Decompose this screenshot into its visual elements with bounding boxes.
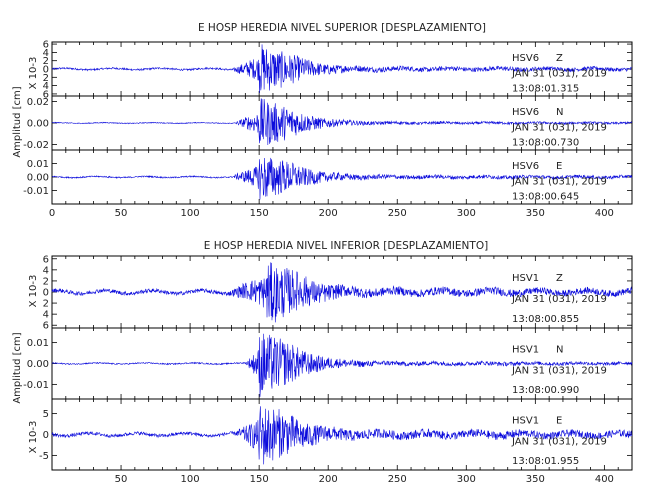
x-tick-label: 200 xyxy=(319,474,338,485)
y-tick-label: 4 xyxy=(43,48,49,59)
panel-hsv1-e: 5 0 -5 HSV1 E JAN 31 (031), 2019 13:08:01.955 xyxy=(39,398,633,471)
date-label: JAN 31 (031), 2019 xyxy=(511,177,607,188)
scale-label-hsv6-z: X 10-3 xyxy=(28,57,39,90)
time-label: 13:08:01.315 xyxy=(512,84,579,95)
station-label: HSV1 xyxy=(512,416,539,427)
trace-hsv6-n xyxy=(51,98,633,146)
y-tick-label: 2 xyxy=(43,276,49,287)
y-tick-label: 4 xyxy=(43,81,49,92)
y-tick-label: 0 xyxy=(43,430,49,441)
x-tick-label: 150 xyxy=(250,474,269,485)
y-tick-label: 0.00 xyxy=(27,359,49,370)
y-tick-label: 4 xyxy=(43,265,49,276)
y-tick-label: 0.00 xyxy=(27,119,49,130)
station-label: HSV1 xyxy=(512,273,539,284)
time-label: 13:08:00.645 xyxy=(512,192,579,203)
y-tick-label: 5 xyxy=(43,409,49,420)
x-tick-label: 100 xyxy=(181,208,200,219)
x-tick-label: 300 xyxy=(457,208,476,219)
x-tick-label: 0 xyxy=(49,208,55,219)
y-tick-label: 4 xyxy=(43,310,49,321)
time-label: 13:08:01.955 xyxy=(512,456,579,467)
y-tick-label: 6 xyxy=(43,254,49,265)
x-tick-label: 200 xyxy=(319,208,338,219)
ylabel-inferior: Amplitud [cm] xyxy=(12,332,23,403)
x-tick-label: 350 xyxy=(526,474,545,485)
time-label: 13:08:00.990 xyxy=(512,385,579,396)
group-title-inferior: E HOSP HEREDIA NIVEL INFERIOR [DESPLAZAM… xyxy=(204,240,488,252)
panel-hsv6-n: 0.02 0.00 -0.02 HSV6 N JAN 31 (031), 2019 13:0… xyxy=(23,95,633,151)
trace-hsv6-z xyxy=(51,44,633,94)
trace-hsv6-e xyxy=(51,157,633,200)
y-tick-label: 2 xyxy=(43,56,49,67)
trace-hsv1-e xyxy=(51,406,633,465)
channel-label: E xyxy=(556,161,562,172)
x-tick-label: 400 xyxy=(595,208,614,219)
ylabel-superior: Amplitud [cm] xyxy=(12,86,23,157)
y-tick-label: -0.01 xyxy=(23,186,49,197)
date-label: JAN 31 (031), 2019 xyxy=(511,123,607,134)
date-label: JAN 31 (031), 2019 xyxy=(511,294,607,305)
x-tick-label: 50 xyxy=(115,208,128,219)
group-inferior: E HOSP HEREDIA NIVEL INFERIOR [DESPLAZAM… xyxy=(12,240,488,453)
group-superior: E HOSP HEREDIA NIVEL SUPERIOR [DESPLAZAM… xyxy=(12,22,486,158)
y-tick-label: -0.02 xyxy=(23,140,49,151)
y-tick-label: 0 xyxy=(43,65,49,76)
channel-label: N xyxy=(556,345,563,356)
channel-label: Z xyxy=(556,273,563,284)
y-tick-label: 6 xyxy=(43,321,49,332)
y-tick-label: 0.02 xyxy=(27,97,49,108)
date-label: JAN 31 (031), 2019 xyxy=(511,69,607,80)
x-tick-label: 300 xyxy=(457,474,476,485)
y-tick-label: 0 xyxy=(43,288,49,299)
panel-hsv1-n: 0.01 0.00 -0.01 HSV1 N JAN 31 (031), 2019 13:0… xyxy=(23,327,633,400)
station-label: HSV6 xyxy=(512,53,539,64)
y-tick-label: -5 xyxy=(39,451,49,462)
time-label: 13:08:00.730 xyxy=(512,138,579,149)
trace-hsv1-n xyxy=(51,333,633,397)
x-tick-label: 50 xyxy=(115,474,128,485)
x-tick-label: 150 xyxy=(250,208,269,219)
station-label: HSV6 xyxy=(512,107,539,118)
channel-label: N xyxy=(556,107,563,118)
x-tick-label: 250 xyxy=(388,474,407,485)
y-tick-label: -0.01 xyxy=(23,380,49,391)
y-tick-label: 2 xyxy=(43,73,49,84)
x-tick-label: 400 xyxy=(595,474,614,485)
y-tick-label: 0.00 xyxy=(27,173,49,184)
y-tick-label: 6 xyxy=(43,89,49,100)
channel-label: E xyxy=(556,416,562,427)
station-label: HSV6 xyxy=(512,161,539,172)
time-label: 13:08:00.855 xyxy=(512,314,579,325)
scale-label-hsv1-z: X 10-3 xyxy=(28,275,39,308)
panel-hsv6-e: 0.01 0.00 -0.01 HSV6 E JAN 31 (031), 2019 13:0… xyxy=(23,149,633,205)
x-tick-label: 350 xyxy=(526,208,545,219)
x-tick-label: 250 xyxy=(388,208,407,219)
scale-label-hsv1-e: X 10-3 xyxy=(28,421,39,454)
trace-hsv1-z xyxy=(51,262,633,323)
x-tick-label: 100 xyxy=(181,474,200,485)
date-label: JAN 31 (031), 2019 xyxy=(511,436,607,447)
date-label: JAN 31 (031), 2019 xyxy=(511,365,607,376)
channel-label: Z xyxy=(556,53,563,64)
y-tick-label: 0.01 xyxy=(27,159,49,170)
y-tick-label: 0.01 xyxy=(27,338,49,349)
y-tick-label: 6 xyxy=(43,40,49,51)
station-label: HSV1 xyxy=(512,345,539,356)
y-tick-label: 2 xyxy=(43,299,49,310)
group-title-superior: E HOSP HEREDIA NIVEL SUPERIOR [DESPLAZAM… xyxy=(198,22,486,34)
